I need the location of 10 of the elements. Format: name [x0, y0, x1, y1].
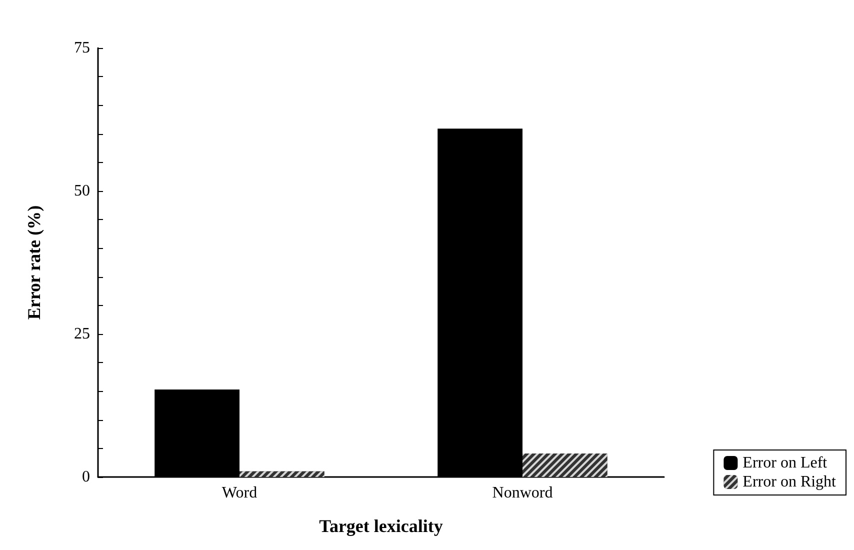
y-tick-label: 25	[74, 326, 90, 342]
x-axis-title: Target lexicality	[319, 516, 443, 536]
x-tick-label: Nonword	[492, 484, 553, 502]
y-axis-title: Error rate (%)	[24, 205, 44, 320]
legend-label: Error on Right	[742, 474, 837, 490]
legend-label: Error on Left	[742, 454, 828, 472]
y-tick-label: 50	[74, 182, 90, 200]
y-tick-label: 75	[74, 40, 90, 56]
x-tick-label: Word	[222, 484, 258, 502]
y-tick-label: 0	[82, 468, 90, 486]
